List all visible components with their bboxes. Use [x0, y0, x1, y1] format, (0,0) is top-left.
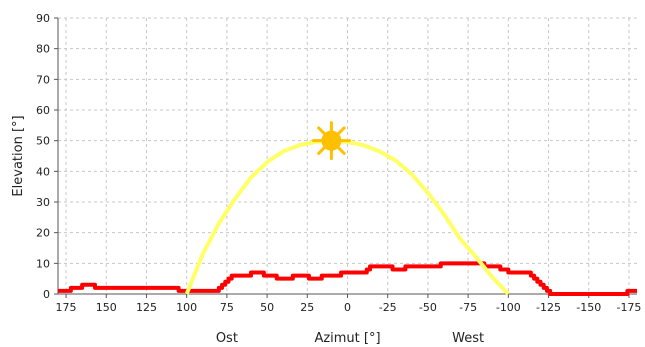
- x-tick-label: 175: [56, 301, 77, 314]
- sun-ray: [317, 126, 326, 136]
- y-tick-label: 40: [36, 165, 50, 178]
- x-tick-label: 50: [260, 301, 274, 314]
- axes: [54, 17, 637, 298]
- x-tick-label: -100: [496, 301, 521, 314]
- x-tick-label: 75: [220, 301, 234, 314]
- x-tick-label: 125: [136, 301, 157, 314]
- y-tick-label: 60: [36, 104, 50, 117]
- horizon-line: [58, 261, 637, 296]
- y-tick-label: 30: [36, 196, 50, 209]
- sun-ray: [336, 126, 346, 136]
- grid: [58, 17, 637, 294]
- y-tick-label: 70: [36, 73, 50, 86]
- sun-disc: [321, 130, 342, 151]
- x-tick-label: -125: [536, 301, 561, 314]
- y-tick-label: 80: [36, 43, 50, 56]
- x-tick-label: -150: [576, 301, 601, 314]
- x-tick-label: 0: [344, 301, 351, 314]
- x-axis-label: Azimut [°]: [314, 331, 380, 346]
- direction-label-west: West: [452, 331, 484, 346]
- x-tick-label: 100: [176, 301, 197, 314]
- direction-label-east: Ost: [216, 331, 238, 346]
- x-tick-label: 150: [96, 301, 117, 314]
- y-tick-label: 10: [36, 257, 50, 270]
- x-tick-label: -175: [616, 301, 641, 314]
- x-tick-label: 25: [300, 301, 314, 314]
- x-tick-label: -50: [419, 301, 437, 314]
- sun-ray: [317, 146, 326, 155]
- y-axis-label: Elevation [°]: [11, 115, 26, 196]
- y-tick-label: 0: [43, 288, 50, 301]
- x-tick-label: -75: [459, 301, 477, 314]
- y-tick-label: 50: [36, 135, 50, 148]
- sun-icon: [311, 121, 351, 161]
- y-tick-label: 90: [36, 12, 50, 25]
- tick-labels: 0 10 20 30 40 50 60 70 80 90 175 150 125 100 75 50 25 0 -2…: [36, 12, 641, 314]
- sun-ray: [336, 146, 346, 155]
- y-tick-label: 20: [36, 227, 50, 240]
- x-tick-label: -25: [379, 301, 397, 314]
